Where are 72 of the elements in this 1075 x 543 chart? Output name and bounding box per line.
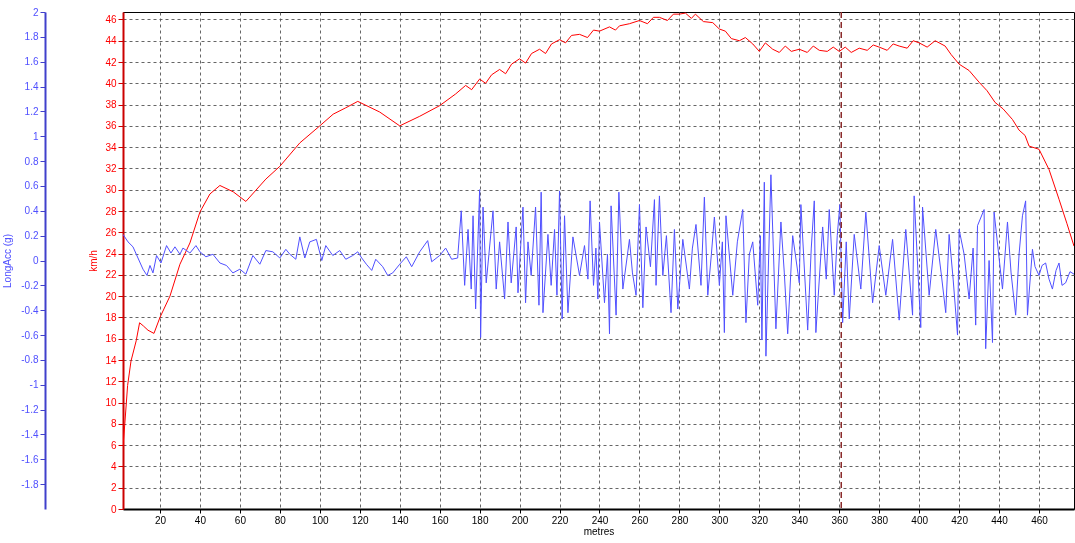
y-tick-label: 14: [105, 354, 117, 366]
y-tick-label: 2: [110, 482, 117, 494]
x-tick-label: 260: [631, 514, 649, 526]
y2-tick-label: 1.6: [24, 56, 39, 68]
y2-tick-label: 0.6: [24, 180, 39, 192]
y-tick-label: 32: [105, 162, 117, 174]
y2-tick-label: 1: [32, 130, 39, 142]
y-tick-label: 0: [110, 503, 117, 515]
y2-tick-label: -1.4: [21, 428, 39, 440]
y2-tick-label: -0.6: [21, 329, 39, 341]
y2-tick-label: -0.8: [21, 354, 39, 366]
y-tick-label: 42: [105, 56, 117, 68]
x-tick-label: 120: [351, 514, 370, 526]
y-tick-label: 4: [110, 460, 117, 472]
y-tick-label: 44: [105, 35, 117, 47]
y-tick-label: 20: [105, 290, 117, 302]
x-tick-label: 200: [511, 514, 529, 526]
x-tick-label: 280: [671, 514, 689, 526]
y2-tick-label: 1.2: [24, 105, 39, 117]
y-tick-label: 22: [105, 269, 117, 281]
x-tick-label: 160: [431, 514, 449, 526]
y-tick-label: 26: [105, 226, 117, 238]
y2-tick-label: 1.8: [24, 31, 39, 43]
y2-tick-label: -1.8: [21, 478, 39, 490]
y-tick-label: 12: [105, 375, 117, 387]
x-tick-label: 300: [711, 514, 729, 526]
x-tick-label: 140: [391, 514, 409, 526]
y-tick-label: 40: [105, 77, 117, 89]
y-tick-label: 6: [110, 439, 117, 451]
x-tick-label: 240: [591, 514, 609, 526]
y2-tick-label: 0.4: [24, 205, 39, 217]
line-series: [123, 174, 1074, 357]
x-tick-label: 220: [551, 514, 569, 526]
y-tick-label: 30: [105, 184, 117, 196]
y2-tick-label: 1.4: [24, 81, 39, 93]
y-tick-label: 10: [105, 397, 117, 409]
x-tick-label: 380: [871, 514, 889, 526]
y2-tick-label: 0.8: [24, 155, 39, 167]
y2-axis-title: LongAcc (g): [2, 234, 14, 288]
y-tick-label: 34: [105, 141, 117, 153]
y-tick-label: 46: [105, 13, 117, 25]
y-axis-title: km/h: [88, 250, 100, 272]
y-tick-label: 24: [105, 248, 117, 260]
line-series: [123, 12, 1074, 447]
x-axis-title: metres: [583, 525, 615, 537]
x-tick-label: 40: [194, 514, 207, 526]
y-tick-label: 28: [105, 205, 117, 217]
y2-tick-label: 0: [32, 255, 39, 266]
x-tick-label: 460: [1031, 514, 1049, 526]
y-tick-label: 16: [105, 333, 117, 345]
x-tick-label: 80: [274, 514, 287, 526]
x-tick-label: 180: [471, 514, 489, 526]
x-tick-label: 360: [831, 514, 849, 526]
x-tick-label: 60: [234, 514, 247, 526]
y2-tick-label: -1: [29, 379, 39, 391]
y2-tick-label: -1.2: [21, 404, 39, 416]
y-tick-label: 8: [110, 418, 117, 430]
x-tick-label: 320: [751, 514, 769, 526]
y2-tick-label: 2: [32, 6, 39, 18]
y2-tick-label: -1.6: [21, 453, 39, 465]
x-tick-label: 440: [991, 514, 1009, 526]
y-tick-label: 38: [105, 99, 117, 111]
y2-tick-label: 0.2: [24, 230, 39, 242]
y2-tick-label: -0.4: [21, 304, 39, 316]
x-tick-label: 400: [911, 514, 929, 526]
x-tick-label: 340: [791, 514, 809, 526]
y2-tick-label: -0.2: [21, 279, 39, 291]
x-tick-label: 20: [154, 514, 167, 526]
x-tick-label: 420: [951, 514, 969, 526]
y-tick-label: 18: [105, 311, 117, 323]
y-tick-label: 36: [105, 120, 117, 132]
x-tick-label: 100: [311, 514, 330, 526]
